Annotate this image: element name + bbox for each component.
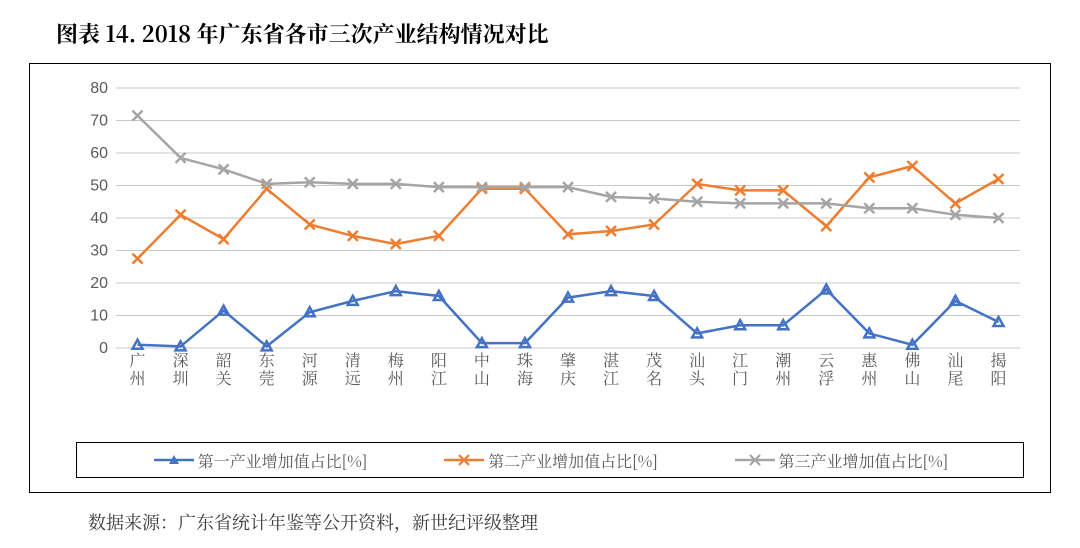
svg-text:庆: 庆	[560, 366, 576, 389]
legend-label: 第一产业增加值占比[%]	[198, 449, 368, 472]
svg-text:关: 关	[216, 366, 232, 389]
svg-text:远: 远	[345, 366, 361, 389]
legend-label: 第二产业增加值占比[%]	[488, 449, 658, 472]
svg-text:10: 10	[90, 308, 108, 325]
svg-text:阳: 阳	[990, 366, 1006, 389]
svg-text:70: 70	[90, 113, 108, 130]
legend-item-secondary: 第二产业增加值占比[%]	[442, 449, 658, 472]
svg-text:山: 山	[904, 366, 920, 389]
svg-text:莞: 莞	[259, 366, 275, 389]
svg-text:头: 头	[689, 366, 706, 389]
svg-text:50: 50	[90, 178, 108, 195]
svg-text:20: 20	[90, 275, 108, 292]
legend-item-tertiary: 第三产业增加值占比[%]	[733, 449, 949, 472]
chart-plot: 01020304050607080广州深圳韶关东莞河源清远梅州阳江中山珠海肇庆湛…	[76, 82, 1026, 402]
svg-text:80: 80	[90, 82, 108, 97]
svg-text:浮: 浮	[818, 366, 834, 389]
svg-text:源: 源	[302, 366, 319, 389]
svg-text:江: 江	[431, 366, 447, 389]
svg-text:州: 州	[861, 366, 877, 389]
svg-text:名: 名	[646, 366, 662, 389]
chart-title: 图表 14. 2018 年广东省各市三次产业结构情况对比	[28, 18, 1052, 63]
svg-text:海: 海	[517, 366, 533, 389]
svg-text:圳: 圳	[173, 366, 189, 389]
svg-text:60: 60	[90, 145, 108, 162]
svg-text:江: 江	[603, 366, 619, 389]
svg-text:州: 州	[388, 366, 404, 389]
svg-text:40: 40	[90, 210, 108, 227]
legend-label: 第三产业增加值占比[%]	[779, 449, 949, 472]
svg-text:30: 30	[90, 243, 108, 260]
legend: 第一产业增加值占比[%] 第二产业增加值占比[%] 第三产业增加值占比[%]	[76, 442, 1024, 478]
svg-text:0: 0	[99, 340, 108, 357]
svg-text:州: 州	[775, 366, 791, 389]
svg-text:门: 门	[732, 366, 748, 389]
svg-text:尾: 尾	[947, 366, 963, 389]
svg-text:州: 州	[130, 366, 146, 389]
legend-item-primary: 第一产业增加值占比[%]	[152, 449, 368, 472]
svg-text:山: 山	[474, 366, 490, 389]
chart-container: 01020304050607080广州深圳韶关东莞河源清远梅州阳江中山珠海肇庆湛…	[29, 63, 1051, 493]
source-note: 数据来源：广东省统计年鉴等公开资料，新世纪评级整理	[28, 493, 1052, 535]
